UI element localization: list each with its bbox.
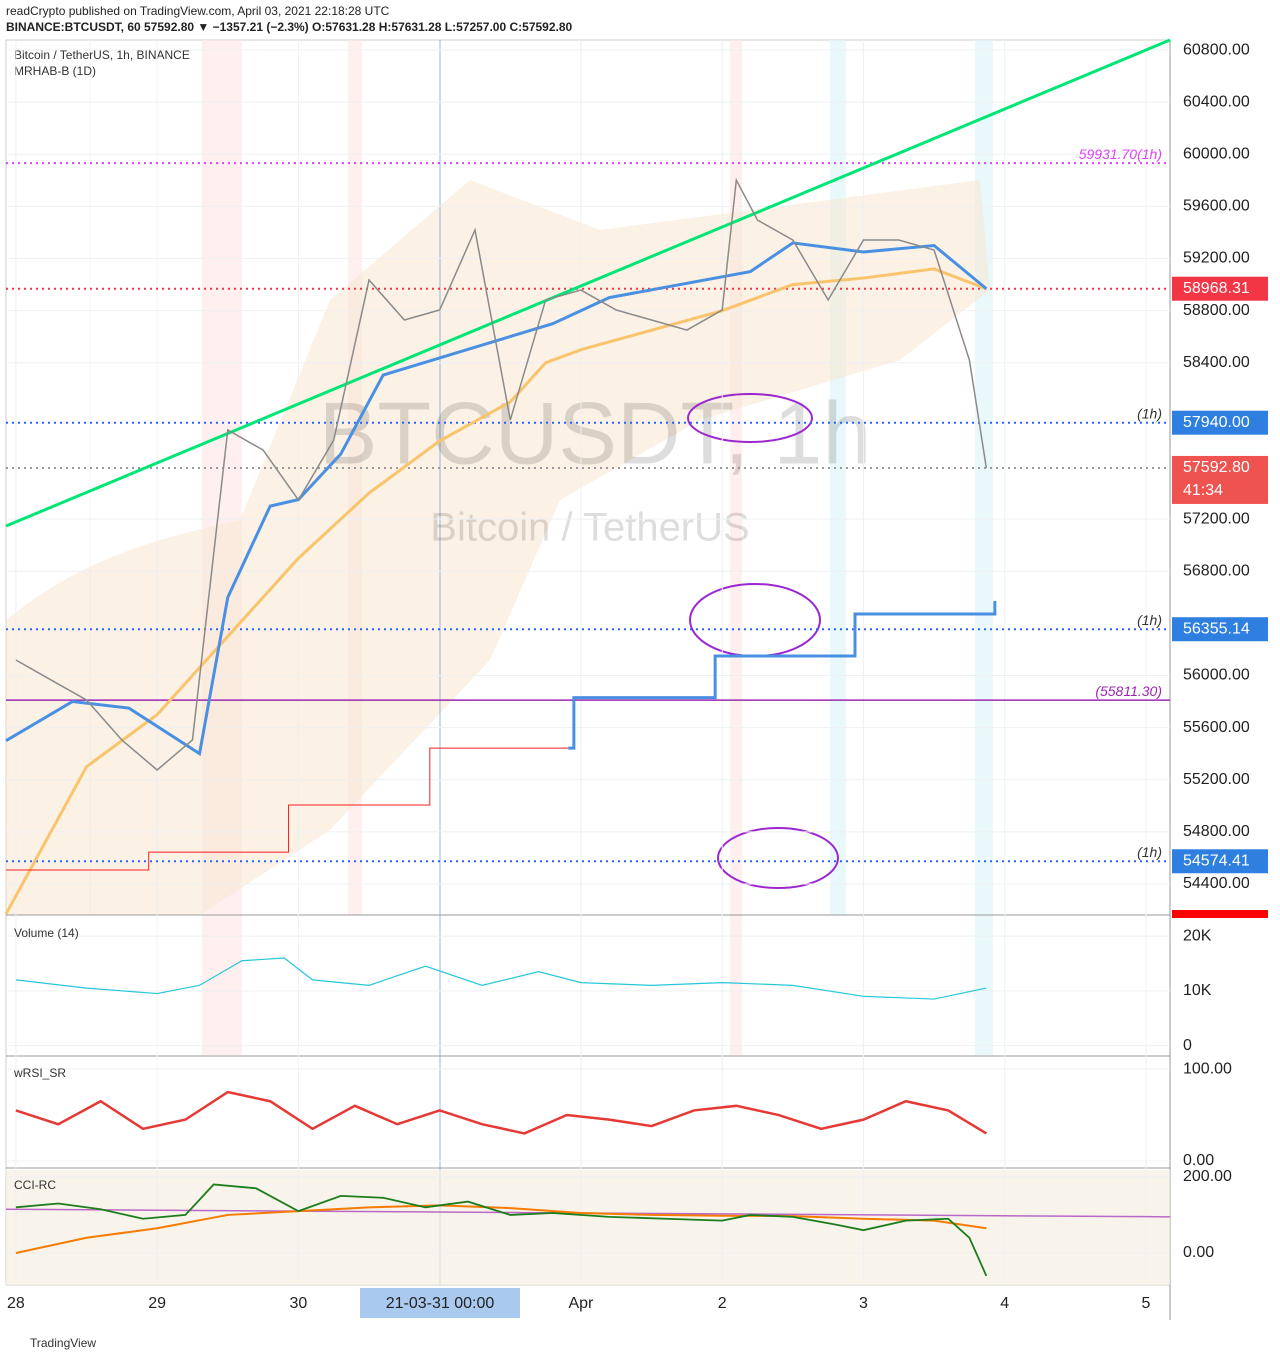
- series-line: [15, 1204, 987, 1254]
- y-tick-label: 58800.00: [1183, 302, 1250, 319]
- level-label: (1h): [1137, 844, 1162, 860]
- x-tick-label: 29: [148, 1295, 166, 1312]
- price-box-label: 58968.31: [1183, 280, 1250, 297]
- y-tick-label: 57200.00: [1183, 510, 1250, 527]
- y-tick-label: 56800.00: [1183, 562, 1250, 579]
- price-box: [1172, 410, 1268, 435]
- cloud: [6, 180, 990, 915]
- price-box: [1172, 455, 1268, 504]
- cci-bg: [6, 1170, 1170, 1285]
- x-tick-label: 5: [1142, 1295, 1151, 1312]
- y-tick-label: 54800.00: [1183, 823, 1250, 840]
- series-line: [5, 38, 1171, 528]
- x-tick-label: Apr: [568, 1295, 594, 1312]
- y-tick-label: 10K: [1183, 982, 1212, 999]
- price-box-label: 56355.14: [1183, 620, 1250, 637]
- x-tick-label: 2: [718, 1295, 727, 1312]
- watermark-sub: Bitcoin / TetherUS: [430, 506, 749, 550]
- annotation: [717, 827, 839, 889]
- price-box-label: 54574.41: [1183, 852, 1250, 869]
- y-tick-label: 0.00: [1183, 1244, 1214, 1261]
- pane-title: Bitcoin / TetherUS, 1h, BINANCE: [14, 48, 190, 62]
- y-tick-label: 60000.00: [1183, 145, 1250, 162]
- crosshair-label: 21-03-31 00:00: [386, 1295, 495, 1312]
- y-tick-label: 20K: [1183, 927, 1212, 944]
- x-tick-label: 4: [1000, 1295, 1009, 1312]
- watermark: BTCUSDT, 1h: [319, 383, 872, 482]
- level-label: (1h): [1137, 405, 1162, 421]
- price-box-label: 57592.80: [1183, 459, 1250, 476]
- y-tick-label: 200.00: [1183, 1168, 1232, 1185]
- countdown: 41:34: [1183, 482, 1223, 499]
- y-tick-label: 55200.00: [1183, 771, 1250, 788]
- series-line: [15, 957, 987, 1000]
- pane-title: CCI-RC: [14, 1178, 56, 1192]
- annotation: [687, 393, 813, 443]
- y-tick-label: 55600.00: [1183, 719, 1250, 736]
- pane-title: wRSI_SR: [13, 1066, 66, 1080]
- y-tick-label: 60400.00: [1183, 93, 1250, 110]
- price-box: [1172, 849, 1268, 874]
- y-tick-label: 100.00: [1183, 1060, 1232, 1077]
- symbol-line: BINANCE:BTCUSDT, 60 57592.80 ▼ −1357.21 …: [6, 20, 573, 34]
- series-line: [568, 600, 997, 750]
- x-tick-label: 28: [7, 1295, 25, 1312]
- price-box: [1172, 617, 1268, 642]
- pane-title: Volume (14): [14, 926, 79, 940]
- series-line: [15, 177, 988, 771]
- series-line: [4, 267, 987, 915]
- series-line: [15, 1090, 988, 1135]
- series-line: [15, 1183, 988, 1277]
- price-box: [1172, 276, 1268, 301]
- y-tick-label: 60800.00: [1183, 41, 1250, 58]
- price-box-label: 57940.00: [1183, 414, 1250, 431]
- y-tick-label: 59200.00: [1183, 250, 1250, 267]
- y-tick-label: 0.00: [1183, 1152, 1214, 1169]
- y-tick-label: 56000.00: [1183, 667, 1250, 684]
- x-tick-label: 3: [859, 1295, 868, 1312]
- indicator-name: MRHAB-B (1D): [14, 64, 96, 78]
- y-tick-label: 58400.00: [1183, 354, 1250, 371]
- x-tick-label: 30: [290, 1295, 308, 1312]
- level-label: (55811.30): [1095, 683, 1162, 699]
- crosshair-box: [360, 1288, 520, 1318]
- axis-marker: [1172, 910, 1268, 918]
- y-tick-label: 59600.00: [1183, 198, 1250, 215]
- level-label: 59931.70(1h): [1079, 146, 1162, 162]
- publisher: readCrypto published on TradingView.com,…: [6, 4, 390, 18]
- y-tick-label: 54400.00: [1183, 875, 1250, 892]
- level-label: (1h): [1137, 612, 1162, 628]
- footer: TradingView: [30, 1336, 96, 1350]
- series-line: [5, 241, 988, 757]
- series-line: [6, 747, 569, 871]
- y-tick-label: 0: [1183, 1037, 1192, 1054]
